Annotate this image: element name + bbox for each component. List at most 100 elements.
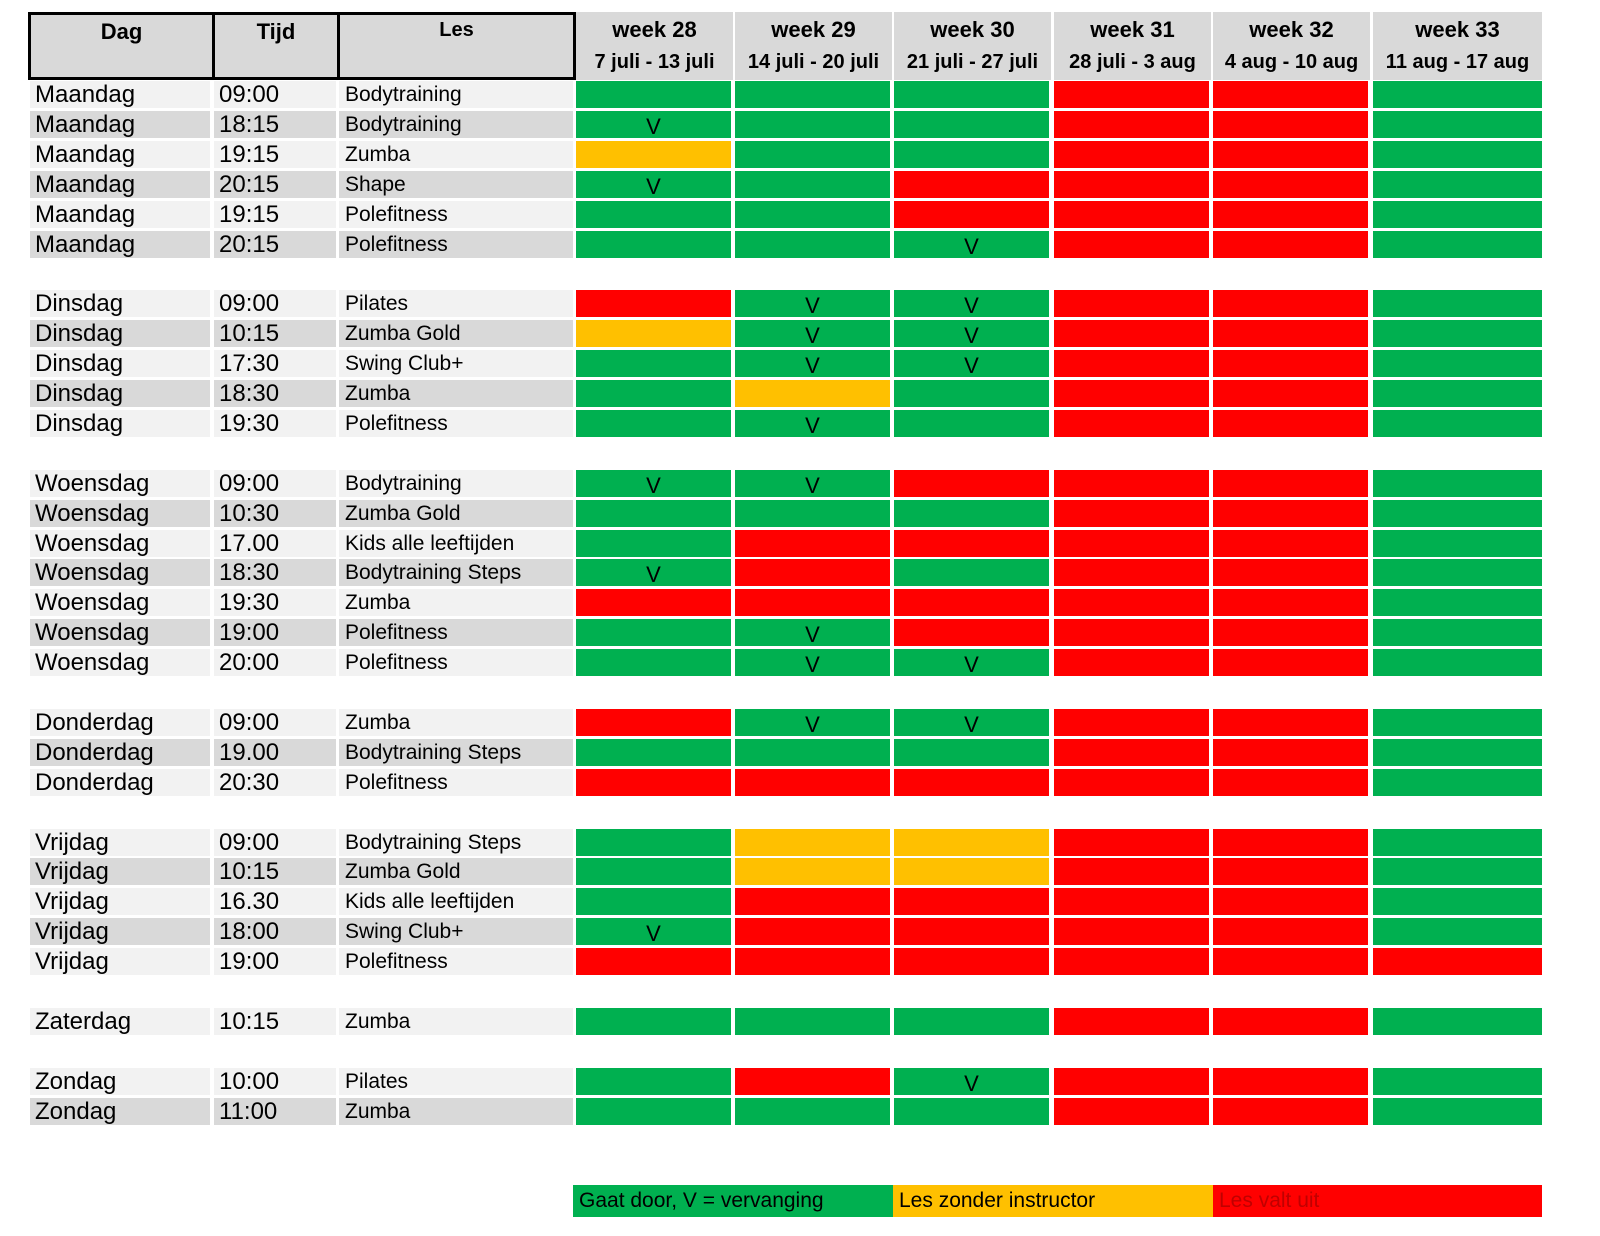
header-week-28: week 28 7 juli - 13 juli	[576, 12, 733, 80]
les-cell: Bodytraining Steps	[339, 829, 573, 856]
status-cell	[576, 589, 731, 616]
week-range: 7 juli - 13 juli	[594, 51, 715, 73]
status-cell	[576, 858, 731, 885]
status-cell	[1373, 470, 1542, 497]
les-cell: Bodytraining Steps	[339, 559, 573, 586]
time-cell: 17.00	[214, 530, 336, 557]
les-cell: Zumba	[339, 709, 573, 736]
status-cell	[735, 231, 890, 258]
day-cell: Dinsdag	[30, 320, 210, 347]
status-cell	[894, 141, 1049, 168]
status-cell	[735, 171, 890, 198]
status-cell: V	[576, 171, 731, 199]
status-cell	[576, 709, 731, 736]
status-cell	[894, 918, 1049, 945]
status-cell	[1054, 350, 1209, 377]
status-cell	[1373, 829, 1542, 856]
status-cell	[1213, 201, 1368, 228]
time-cell: 10:15	[214, 320, 336, 347]
status-cell	[735, 829, 890, 856]
time-cell: 19:15	[214, 141, 336, 168]
status-cell	[894, 500, 1049, 527]
status-cell	[1373, 141, 1542, 168]
status-cell	[1054, 410, 1209, 437]
time-cell: 19:15	[214, 201, 336, 228]
time-cell: 09:00	[214, 470, 336, 497]
time-cell: 10:15	[214, 1008, 336, 1035]
status-cell: V	[894, 350, 1049, 378]
les-cell: Bodytraining	[339, 470, 573, 497]
time-cell: 19:00	[214, 948, 336, 975]
time-cell: 09:00	[214, 709, 336, 736]
status-cell	[1373, 380, 1542, 407]
status-cell	[894, 559, 1049, 586]
status-cell	[1054, 81, 1209, 108]
status-cell	[894, 739, 1049, 766]
status-cell	[576, 1068, 731, 1095]
status-cell	[576, 739, 731, 766]
day-cell: Dinsdag	[30, 380, 210, 407]
status-cell	[894, 1008, 1049, 1035]
time-cell: 10:30	[214, 500, 336, 527]
status-cell	[1054, 709, 1209, 736]
day-cell: Woensdag	[30, 500, 210, 527]
status-cell	[1373, 530, 1542, 557]
header-week-33: week 33 11 aug - 17 aug	[1373, 12, 1542, 80]
week-label: week 30	[930, 17, 1015, 42]
day-cell: Woensdag	[30, 470, 210, 497]
status-cell	[1373, 231, 1542, 258]
header-week-32: week 32 4 aug - 10 aug	[1213, 12, 1370, 80]
status-cell	[894, 380, 1049, 407]
status-cell	[894, 81, 1049, 108]
status-cell	[1054, 589, 1209, 616]
status-cell	[1054, 141, 1209, 168]
status-cell	[1373, 201, 1542, 228]
status-cell	[894, 858, 1049, 885]
day-cell: Dinsdag	[30, 290, 210, 317]
status-cell	[576, 290, 731, 317]
status-cell	[1373, 1098, 1542, 1125]
les-cell: Polefitness	[339, 948, 573, 975]
status-cell	[1213, 709, 1368, 736]
week-range: 21 juli - 27 juli	[906, 51, 1039, 73]
day-cell: Woensdag	[30, 649, 210, 676]
status-cell	[576, 829, 731, 856]
status-cell	[735, 559, 890, 586]
day-cell: Maandag	[30, 231, 210, 258]
status-cell	[1373, 320, 1542, 347]
day-cell: Vrijdag	[30, 858, 210, 885]
status-cell	[576, 619, 731, 646]
status-cell	[576, 81, 731, 108]
les-cell: Bodytraining	[339, 81, 573, 108]
status-cell	[1054, 888, 1209, 915]
day-cell: Maandag	[30, 141, 210, 168]
status-cell	[735, 858, 890, 885]
status-cell	[894, 201, 1049, 228]
week-range: 4 aug - 10 aug	[1224, 51, 1359, 73]
status-cell	[1373, 290, 1542, 317]
status-cell	[576, 1008, 731, 1035]
les-cell: Swing Club+	[339, 350, 573, 377]
status-cell: V	[894, 320, 1049, 348]
status-cell	[1213, 769, 1368, 796]
status-cell	[576, 649, 731, 676]
time-cell: 18:15	[214, 111, 336, 138]
time-cell: 19:30	[214, 589, 336, 616]
header-week-29: week 29 14 juli - 20 juli	[735, 12, 892, 80]
status-cell	[1373, 350, 1542, 377]
status-cell	[1213, 410, 1368, 437]
les-cell: Zumba	[339, 141, 573, 168]
day-cell: Woensdag	[30, 619, 210, 646]
status-cell	[1213, 470, 1368, 497]
status-cell	[1213, 81, 1368, 108]
status-cell	[1213, 290, 1368, 317]
status-cell	[576, 201, 731, 228]
status-cell	[735, 1008, 890, 1035]
status-cell: V	[735, 709, 890, 737]
status-cell	[1213, 380, 1368, 407]
status-cell	[894, 888, 1049, 915]
day-cell: Maandag	[30, 111, 210, 138]
les-cell: Zumba Gold	[339, 858, 573, 885]
day-cell: Woensdag	[30, 589, 210, 616]
status-cell	[735, 141, 890, 168]
